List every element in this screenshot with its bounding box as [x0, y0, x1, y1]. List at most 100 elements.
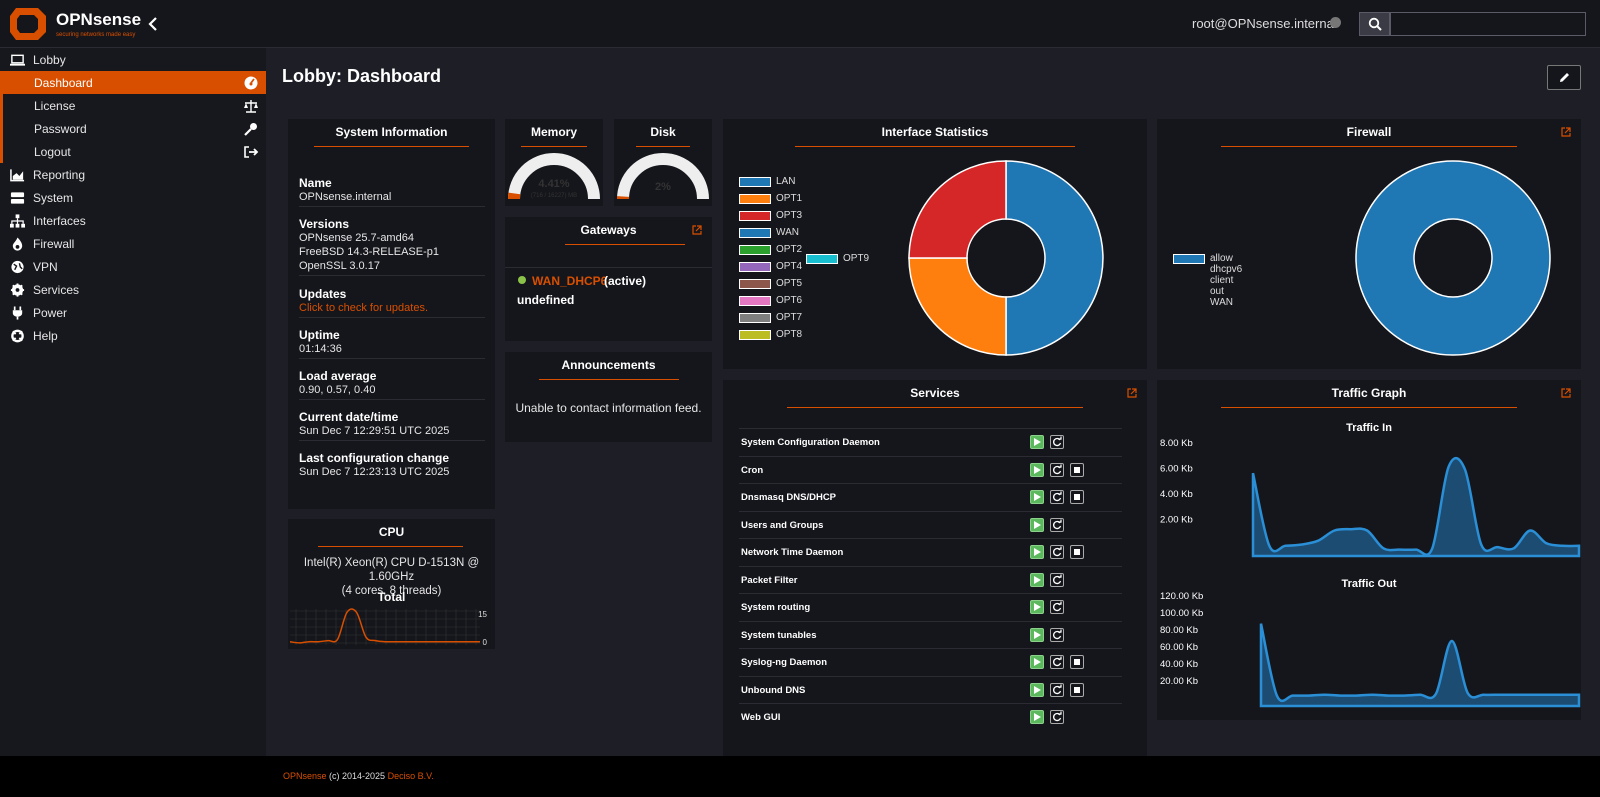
laptop-icon — [10, 54, 25, 66]
cpu-y-min: 0 — [483, 638, 488, 647]
legend-swatch — [739, 262, 771, 272]
memory-gauge: 4.41% (716 / 16227) MB — [508, 153, 600, 200]
donut-slice-opt1[interactable] — [908, 257, 1007, 356]
sidebar-item-vpn[interactable]: VPN — [0, 255, 266, 278]
service-restart-button[interactable] — [1050, 655, 1064, 669]
service-running-button[interactable] — [1030, 627, 1044, 642]
collapse-sidebar-icon[interactable] — [146, 15, 160, 33]
widget-title: Interface Statistics — [881, 125, 989, 139]
check-updates-link[interactable]: Click to check for updates. — [299, 302, 429, 314]
external-link-icon[interactable] — [1561, 388, 1571, 398]
service-row: Dnsmasq DNS/DHCP — [739, 483, 1122, 510]
service-name: Network Time Daemon — [741, 547, 844, 558]
donut-slice-opt3[interactable] — [908, 160, 1007, 259]
legend-swatch — [739, 279, 771, 289]
donut-slice-allow-dhcpv6-client-out-wan[interactable] — [1355, 160, 1551, 356]
dashboard-gauge-icon — [244, 76, 258, 90]
traffic-out-tick: 100.00 Kb — [1160, 608, 1203, 619]
service-restart-button[interactable] — [1050, 517, 1064, 532]
service-running-button[interactable] — [1030, 517, 1044, 532]
service-restart-button[interactable] — [1050, 435, 1064, 449]
sidebar-item-system[interactable]: System — [0, 186, 266, 209]
edit-dashboard-button[interactable] — [1547, 65, 1581, 90]
service-restart-button[interactable] — [1050, 682, 1064, 697]
service-running-button[interactable] — [1030, 572, 1044, 587]
stop-icon — [1074, 494, 1080, 500]
deciso-link[interactable]: Deciso B.V. — [387, 771, 434, 781]
service-name: Syslog-ng Daemon — [741, 657, 828, 668]
service-stop-button[interactable] — [1070, 545, 1084, 559]
legend-label: OPT1 — [776, 193, 803, 204]
sidebar-item-help[interactable]: Help — [0, 324, 266, 347]
service-restart-button[interactable] — [1050, 490, 1064, 504]
search-button[interactable] — [1359, 12, 1390, 36]
cpu-total-line — [290, 608, 480, 644]
restart-icon — [1053, 546, 1062, 557]
sidebar-item-license[interactable]: License — [0, 94, 266, 117]
service-running-button[interactable] — [1030, 682, 1044, 697]
service-stop-button[interactable] — [1070, 682, 1084, 697]
service-restart-button[interactable] — [1050, 572, 1064, 587]
service-restart-button[interactable] — [1050, 462, 1064, 477]
service-restart-button[interactable] — [1050, 600, 1064, 614]
restart-icon — [1053, 601, 1062, 612]
opnsense-logo[interactable]: OPNsense securing networks made easy — [8, 5, 141, 43]
legend-swatch — [739, 330, 771, 340]
restart-icon — [1053, 491, 1062, 502]
restart-icon — [1053, 574, 1062, 584]
service-running-button[interactable] — [1030, 490, 1044, 504]
user-label[interactable]: root@OPNsense.internal — [1192, 16, 1337, 31]
service-stop-button[interactable] — [1070, 655, 1084, 669]
sidebar-item-password[interactable]: Password — [0, 117, 266, 140]
widget-title: Gateways — [580, 223, 637, 237]
service-running-button[interactable] — [1030, 710, 1044, 724]
sidebar-item-logout[interactable]: Logout — [0, 140, 266, 163]
balance-scale-icon — [244, 100, 258, 113]
plug-icon — [12, 306, 23, 320]
firewall-widget: Firewall allow dhcpv6 client out WAN — [1157, 119, 1581, 369]
service-stop-button[interactable] — [1070, 490, 1084, 504]
search-icon — [1368, 17, 1382, 31]
sitemap-icon — [10, 214, 25, 228]
search-input[interactable] — [1390, 12, 1586, 36]
sidebar-item-services[interactable]: Services — [0, 278, 266, 301]
service-restart-button[interactable] — [1050, 627, 1064, 642]
play-icon — [1034, 465, 1041, 474]
external-link-icon[interactable] — [692, 225, 702, 235]
service-row: System routing — [739, 593, 1122, 620]
memory-detail: (716 / 16227) MB — [531, 193, 577, 199]
play-icon — [1034, 575, 1041, 584]
service-restart-button[interactable] — [1050, 545, 1064, 559]
stop-icon — [1074, 549, 1080, 555]
cpu-total-chart: 15 0 — [290, 608, 488, 647]
service-running-button[interactable] — [1030, 600, 1044, 614]
gear-icon — [10, 283, 25, 297]
sidebar-item-dashboard[interactable]: Dashboard — [0, 71, 266, 94]
gateway-name[interactable]: WAN_DHCP6 — [532, 274, 608, 288]
sidebar-item-reporting[interactable]: Reporting — [0, 163, 266, 186]
announcements-text: Unable to contact information feed. — [515, 401, 702, 415]
legend-swatch — [739, 228, 771, 238]
donut-slice-lan[interactable] — [1005, 160, 1104, 356]
service-running-button[interactable] — [1030, 655, 1044, 669]
service-row: Cron — [739, 455, 1122, 483]
opnsense-link[interactable]: OPNsense — [283, 771, 327, 781]
legend-label: OPT8 — [776, 329, 803, 340]
sidebar-item-interfaces[interactable]: Interfaces — [0, 209, 266, 232]
service-running-button[interactable] — [1030, 435, 1044, 449]
service-running-button[interactable] — [1030, 545, 1044, 559]
sidebar-item-power[interactable]: Power — [0, 301, 266, 324]
interface-statistics-widget: Interface Statistics LAN OPT1 OPT3 WAN OPT2 O… — [723, 119, 1147, 369]
service-restart-button[interactable] — [1050, 710, 1064, 724]
service-stop-button[interactable] — [1070, 462, 1084, 477]
traffic-in-tick: 8.00 Kb — [1160, 438, 1193, 449]
external-link-icon[interactable] — [1561, 127, 1571, 137]
external-link-icon[interactable] — [1127, 388, 1137, 398]
sidebar-item-lobby[interactable]: Lobby — [0, 48, 266, 71]
top-bar: OPNsense securing networks made easy roo… — [0, 0, 1600, 48]
sidebar-item-firewall[interactable]: Firewall — [0, 232, 266, 255]
widget-title: Memory — [530, 125, 577, 139]
service-running-button[interactable] — [1030, 462, 1044, 477]
disk-percent: 2% — [655, 181, 671, 193]
traffic-in-tick: 2.00 Kb — [1160, 515, 1193, 526]
